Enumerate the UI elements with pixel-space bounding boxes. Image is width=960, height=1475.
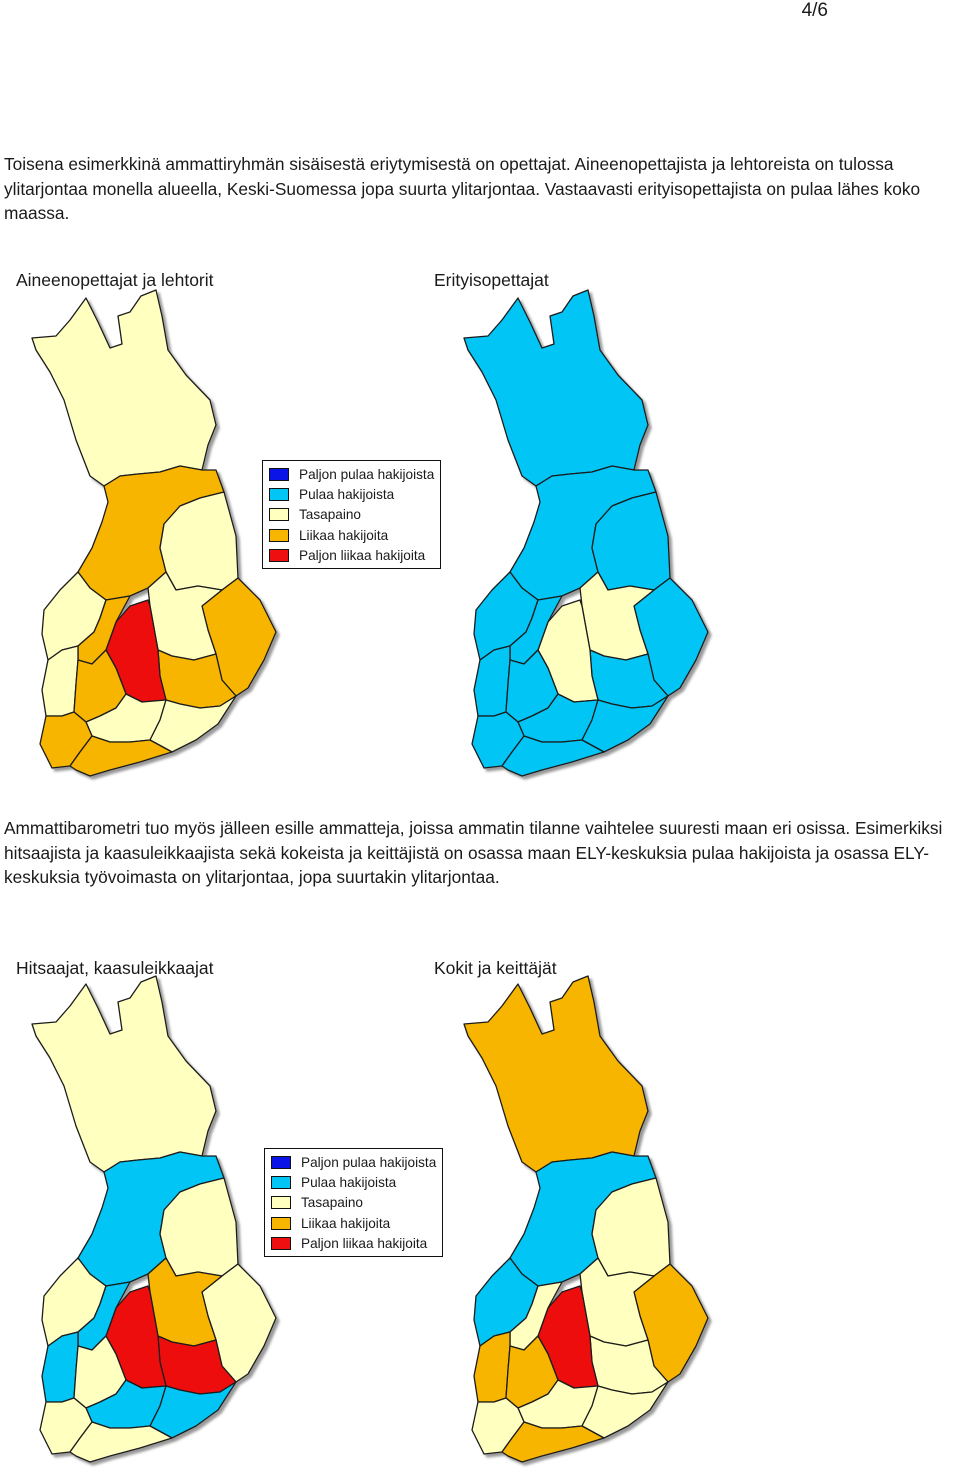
legend-swatch [271, 1216, 291, 1230]
region-uusimaa [501, 735, 605, 777]
legend-item: Tasapaino [269, 505, 434, 525]
region-lappi [463, 289, 649, 487]
region-lappi [31, 975, 217, 1173]
legend-item: Liikaa hakijoita [271, 1213, 436, 1233]
region-kaakkois-suomi [149, 1381, 237, 1439]
legend-item: Paljon pulaa hakijoista [271, 1152, 436, 1172]
page-number: 4/6 [801, 0, 828, 21]
legend-item: Pulaa hakijoista [271, 1172, 436, 1192]
map-kokit [463, 975, 709, 1463]
legend-swatch [271, 1196, 291, 1210]
legend-item: Paljon liikaa hakijoita [271, 1234, 436, 1254]
legend-bottom: Paljon pulaa hakijoista Pulaa hakijoista T… [264, 1148, 444, 1257]
map-title-kokit: Kokit ja keittäjät [434, 958, 557, 978]
legend-label: Pulaa hakijoista [301, 1175, 397, 1191]
legend-swatch [269, 488, 289, 502]
legend-swatch [269, 467, 289, 481]
legend-top: Paljon pulaa hakijoista Pulaa hakijoista T… [262, 460, 442, 569]
legend-swatch [269, 549, 289, 563]
legend-swatch [271, 1155, 291, 1169]
legend-label: Pulaa hakijoista [299, 487, 395, 503]
intro-paragraph: Toisena esimerkkinä ammattiryhmän sisäis… [4, 154, 921, 223]
legend-label: Tasapaino [301, 1195, 363, 1211]
region-lappi [31, 289, 217, 487]
legend-item: Paljon liikaa hakijoita [269, 546, 434, 566]
legend-label: Liikaa hakijoita [301, 1215, 391, 1231]
legend-swatch [271, 1176, 291, 1190]
legend-item: Paljon pulaa hakijoista [269, 464, 434, 484]
map-title-erityisopettajat: Erityisopettajat [434, 270, 549, 290]
legend-item: Pulaa hakijoista [269, 484, 434, 504]
map-aineenopettajat [31, 289, 277, 777]
legend-swatch [269, 508, 289, 522]
legend-label: Tasapaino [299, 507, 361, 523]
legend-label: Liikaa hakijoita [299, 527, 389, 543]
legend-swatch [271, 1237, 291, 1251]
legend-label: Paljon pulaa hakijoista [299, 466, 435, 482]
map-title-aineenopettajat: Aineenopettajat ja lehtorit [16, 270, 214, 290]
region-kaakkois-suomi [581, 695, 669, 753]
region-uusimaa [69, 1421, 173, 1463]
legend-swatch [269, 528, 289, 542]
legend-label: Paljon liikaa hakijoita [299, 548, 426, 564]
legend-item: Liikaa hakijoita [269, 525, 434, 545]
region-lappi [463, 975, 649, 1173]
map-hitsaajat [31, 975, 277, 1463]
second-paragraph: Ammattibarometri tuo myös jälleen esille… [4, 818, 943, 887]
map-title-hitsaajat: Hitsaajat, kaasuleikkaajat [16, 958, 214, 978]
region-uusimaa [501, 1421, 605, 1463]
map-erityisopettajat [463, 289, 709, 777]
legend-item: Tasapaino [271, 1193, 436, 1213]
region-uusimaa [69, 735, 173, 777]
region-kaakkois-suomi [581, 1381, 669, 1439]
region-kaakkois-suomi [149, 695, 237, 753]
legend-label: Paljon pulaa hakijoista [301, 1154, 437, 1170]
legend-label: Paljon liikaa hakijoita [301, 1236, 428, 1252]
